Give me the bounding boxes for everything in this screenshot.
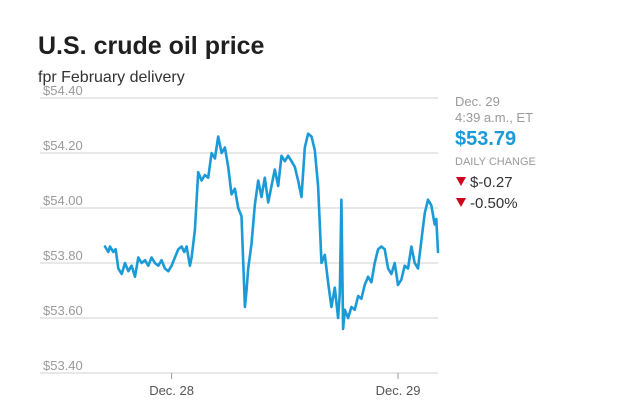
x-tick-label: Dec. 28 [149,383,194,398]
y-tick-label: $53.80 [43,248,83,263]
grid-layer [40,97,438,374]
sidebar-panel: Dec. 29 4:39 a.m., ET $53.79 DAILY CHANG… [455,94,536,212]
sidebar-date: Dec. 29 [455,94,500,109]
y-tick-label: $54.40 [43,83,83,98]
down-triangle-icon [456,198,466,207]
sidebar-time: 4:39 a.m., ET [455,110,533,125]
daily-change-percent: -0.50% [470,195,518,212]
y-tick-label: $54.00 [43,193,83,208]
series-layer [103,132,440,331]
chart-title: U.S. crude oil price [38,32,265,60]
daily-change-label: DAILY CHANGE [455,156,536,168]
y-tick-label: $53.60 [43,303,83,318]
y-tick-label: $53.40 [43,358,83,373]
current-price: $53.79 [455,128,516,150]
daily-change-absolute: $-0.27 [470,174,513,191]
down-triangle-icon [456,177,466,186]
price-series-line [103,132,440,331]
y-tick-label: $54.20 [43,138,83,153]
y-axis-ticks: $53.40 $53.60 $53.80 $54.00 $54.20 $54.40 [43,83,83,373]
x-tick-label: Dec. 29 [376,383,421,398]
chart-subtitle: fpr February delivery [38,69,185,86]
x-axis-ticks: Dec. 28 Dec. 29 [149,373,420,398]
